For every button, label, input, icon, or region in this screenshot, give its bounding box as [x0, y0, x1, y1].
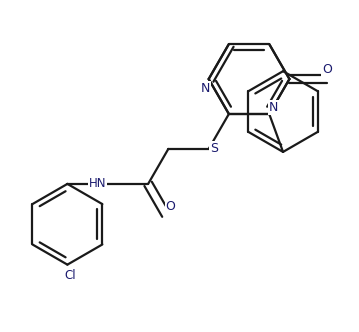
Text: HN: HN [89, 177, 106, 191]
Text: Cl: Cl [65, 269, 76, 282]
Text: N: N [201, 82, 210, 95]
Text: S: S [210, 142, 218, 155]
Text: O: O [165, 201, 176, 213]
Text: N: N [269, 101, 279, 114]
Text: O: O [322, 63, 332, 76]
